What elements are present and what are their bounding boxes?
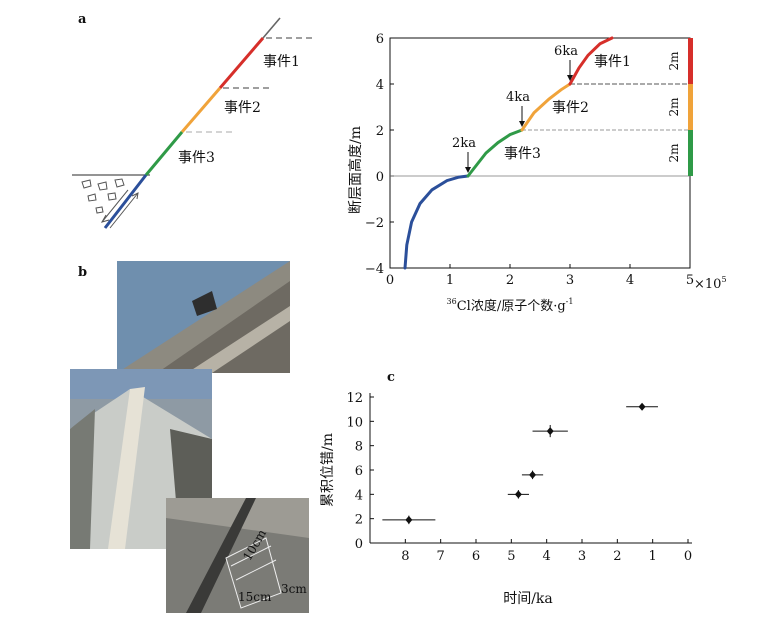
sketch-event-label-3: 事件3 <box>178 150 215 166</box>
chart1-y-tick-label: −2 <box>365 216 384 231</box>
chart1-arrowhead <box>519 121 525 127</box>
chart1-series-0 <box>403 174 470 270</box>
panel-label-c: c <box>387 370 395 385</box>
panel-label-a: a <box>78 12 87 27</box>
chart1-series-1 <box>466 128 524 178</box>
outcrop-photo-top <box>117 261 290 373</box>
chart2-y-tick-label: 4 <box>355 488 363 503</box>
chart2-x-tick-label: 7 <box>437 549 445 564</box>
chart1-y-tick-label: 2 <box>376 124 384 139</box>
sketch-event-label-2: 事件2 <box>224 100 261 116</box>
chart2-y-tick-label: 10 <box>346 415 363 430</box>
chart1-event-bar <box>688 38 693 84</box>
chart2-xlabel: 时间/ka <box>503 591 553 607</box>
sketch-event-label-1: 事件1 <box>263 54 300 70</box>
chart1-bar-label: 2m <box>667 143 681 163</box>
chart1-ylabel: 断层面高度/m <box>347 126 364 214</box>
chart1-arrowhead <box>465 167 471 173</box>
chart2-point <box>405 515 413 524</box>
chart2-point <box>529 470 537 479</box>
chart1-x-tick-label: 2 <box>506 273 514 288</box>
panel-label-b: b <box>78 265 88 280</box>
chart2-x-tick-label: 4 <box>543 549 551 564</box>
chart1-event-label: 事件3 <box>504 146 541 162</box>
chart1-x-tick-label: 1 <box>446 273 454 288</box>
chart2-x-tick-label: 0 <box>684 549 692 564</box>
chart2-x-tick-label: 2 <box>613 549 621 564</box>
fault-sketch: 事件1 事件2 事件3 <box>72 17 312 229</box>
chart1-x-tick-label: 5 <box>686 273 694 288</box>
chart2-point <box>638 402 646 411</box>
chart1-xlabel: 36Cl浓度/原子个数·g-1 <box>447 297 574 314</box>
photo-annotation-width-b: 3cm <box>281 582 307 596</box>
chart1-bar-label: 2m <box>667 51 681 71</box>
chart1-event-bar <box>688 130 693 176</box>
chart2-y-tick-label: 6 <box>355 464 363 479</box>
chart2-x-tick-label: 5 <box>507 549 515 564</box>
chlorine-profile-chart: 0 1 2 3 4 5 −4 −2 0 2 4 6 2ka 4ka 6ka 事件1 事件2 事件3 2m 2m 2m 断… <box>347 32 727 314</box>
chart1-bar-label: 2m <box>667 97 681 117</box>
chart1-event-label: 事件2 <box>552 100 589 116</box>
chart1-series-3 <box>568 36 614 86</box>
chart1-y-tick-label: 6 <box>376 32 384 47</box>
chart2-x-tick-label: 1 <box>649 549 657 564</box>
chart1-x-tick-label: 0 <box>386 273 394 288</box>
chart1-y-tick-label: −4 <box>365 262 384 277</box>
chart2-x-tick-label: 8 <box>401 549 409 564</box>
chart1-age-label: 6ka <box>554 44 578 59</box>
chart2-y-tick-label: 2 <box>355 513 363 528</box>
chart2-y-tick-label: 8 <box>355 440 363 455</box>
chart2-point <box>514 490 522 499</box>
chart1-event-label: 事件1 <box>594 54 631 70</box>
chart1-series-2 <box>520 82 572 132</box>
photo-annotation-width-a: 15cm <box>238 590 272 604</box>
chart2-y-tick-label: 12 <box>346 391 363 406</box>
chart1-y-tick-label: 0 <box>376 170 384 185</box>
chart2-y-tick-label: 0 <box>355 537 363 552</box>
chart1-x-tick-label: 3 <box>566 273 574 288</box>
chart1-x-tick-label: 4 <box>626 273 634 288</box>
chart1-age-label: 2ka <box>452 136 476 151</box>
chart1-arrowhead <box>567 75 573 81</box>
chart2-point <box>546 427 554 436</box>
chart2-x-tick-label: 3 <box>578 549 586 564</box>
chart1-age-label: 4ka <box>506 90 530 105</box>
outcrop-photo-bottom: 10cm 15cm 3cm <box>166 498 309 613</box>
chart2-x-tick-label: 6 <box>472 549 480 564</box>
chart1-event-bar <box>688 84 693 130</box>
chart2-ylabel: 累积位错/m <box>320 433 336 507</box>
chart1-x-multiplier: ×105 <box>694 275 727 292</box>
chart1-y-tick-label: 4 <box>376 78 384 93</box>
